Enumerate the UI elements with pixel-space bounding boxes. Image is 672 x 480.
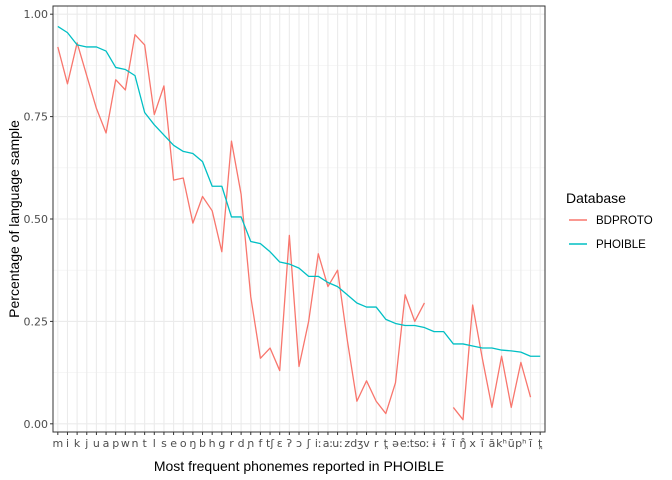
x-tick-label: t̪: [384, 437, 389, 450]
x-tick-label: ɨ̃: [441, 437, 446, 450]
x-axis: m i k j u a p w n t l s e o ŋ b h g r d ɲ f tʃ ɛ ʔ ɔ ʃ iː aː uː z dʒ v r t…: [52, 432, 543, 450]
x-tick-label: ɔ: [296, 437, 302, 450]
x-tick-label: s: [161, 437, 167, 450]
y-tick-label: 1.00: [24, 8, 49, 21]
x-tick-label: ĩ: [451, 437, 456, 450]
x-tick-label: h: [209, 437, 216, 450]
x-tick-label: l: [153, 437, 156, 450]
x-tick-label: eː: [400, 437, 410, 450]
x-tick-label: t̪: [538, 437, 543, 450]
x-tick-label: f: [258, 437, 263, 450]
x-tick-label: ɨ: [433, 437, 436, 450]
legend: Database BDPROTO PHOIBLE: [566, 190, 653, 251]
x-tick-label: u: [93, 437, 100, 450]
x-tick-label: z: [344, 437, 350, 450]
x-tick-label: j: [84, 437, 88, 450]
y-axis-title: Percentage of language sample: [6, 120, 22, 318]
series-lines: [57, 25, 541, 421]
x-tick-label: b: [199, 437, 206, 450]
x-tick-label: uː: [332, 437, 343, 450]
x-tick-label: d: [238, 437, 245, 450]
series-line-phoible: [57, 25, 541, 357]
x-tick-label: v: [363, 437, 370, 450]
x-tick-label: o: [180, 437, 187, 450]
x-tick-label: w: [121, 437, 130, 450]
x-tick-label: n: [132, 437, 139, 450]
x-tick-label: e: [170, 437, 177, 450]
x-tick-label: x: [469, 437, 476, 450]
x-tick-label: dʒ: [350, 437, 363, 450]
y-axis: 0.00 0.25 0.50 0.75 1.00: [24, 8, 53, 431]
x-tick-label: r: [374, 437, 379, 450]
x-tick-label: iː: [315, 437, 322, 450]
x-tick-label: r: [229, 437, 234, 450]
x-tick-label: ũ: [508, 437, 515, 450]
x-tick-label: kʰ: [496, 437, 507, 450]
x-tick-label: ɛ: [277, 437, 283, 450]
x-axis-title: Most frequent phonemes reported in PHOIB…: [154, 458, 444, 474]
x-tick-label: aː: [323, 437, 333, 450]
y-tick-label: 0.75: [24, 111, 49, 124]
x-tick-label: p: [112, 437, 119, 450]
x-tick-label: ts: [410, 437, 420, 450]
legend-title: Database: [566, 190, 626, 206]
x-tick-label: ĩ: [480, 437, 485, 450]
series-line-bdproto: [452, 304, 532, 421]
x-tick-label: pʰ: [515, 437, 526, 450]
x-tick-label: i: [66, 437, 69, 450]
y-tick-label: 0.50: [24, 213, 49, 226]
legend-label-phoible: PHOIBLE: [596, 239, 646, 251]
legend-label-bdproto: BDPROTO: [596, 215, 653, 227]
y-tick-label: 0.00: [24, 418, 49, 431]
x-tick-label: oː: [419, 437, 429, 450]
x-tick-label: tʃ: [266, 437, 274, 450]
x-tick-label: ɲ: [246, 437, 254, 450]
x-tick-label: ŋ̊: [460, 437, 467, 450]
x-tick-label: k: [74, 437, 81, 450]
x-tick-label: t: [142, 437, 147, 450]
series-line-bdproto: [57, 34, 425, 415]
x-tick-label: ã: [489, 437, 496, 450]
x-tick-label: ə: [392, 437, 399, 450]
y-tick-label: 0.25: [24, 315, 49, 328]
x-tick-label: ʃ: [306, 437, 311, 450]
x-tick-label: ŋ: [189, 437, 196, 450]
x-tick-label: m: [52, 437, 63, 450]
x-tick-label: ĩ: [528, 437, 533, 450]
x-tick-label: g: [218, 437, 225, 450]
x-tick-label: ʔ: [287, 437, 293, 450]
x-tick-label: a: [103, 437, 110, 450]
